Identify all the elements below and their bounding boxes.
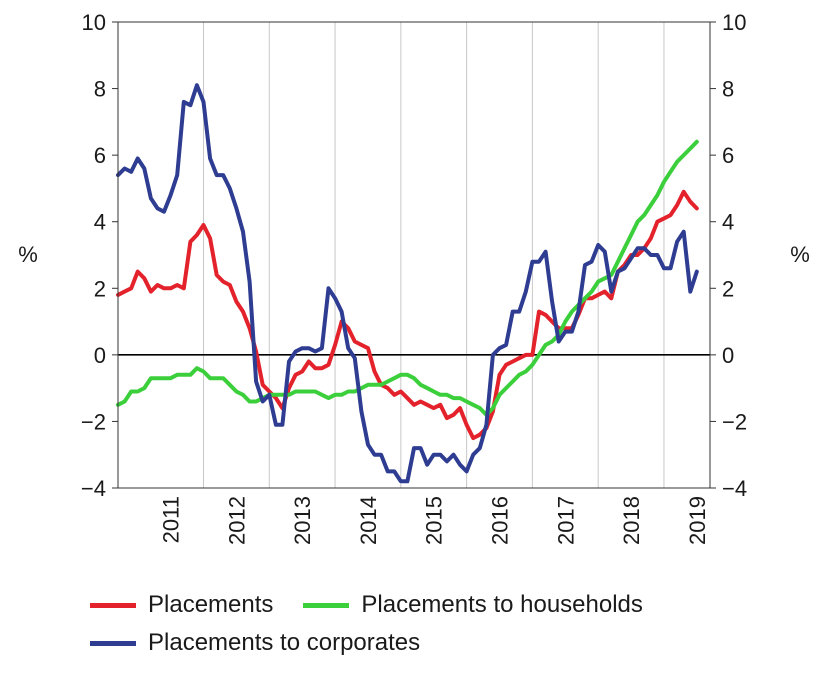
legend-item-households: Placements to households [303, 591, 643, 619]
series-line-placements-to-households [116, 139, 699, 417]
y-axis-left-unit: % [18, 242, 38, 267]
y-tick-label-left: 10 [82, 10, 106, 35]
x-tick-label-2012: 2012 [224, 496, 249, 545]
y-tick-label-left: 2 [94, 276, 106, 301]
legend-row-2: Placements to corporates [90, 624, 790, 662]
x-tick-label-2011: 2011 [159, 496, 184, 543]
series-line-placements-to-corporates [116, 83, 699, 484]
y-tick-label-right: 10 [722, 10, 746, 35]
y-tick-label-right: 4 [722, 210, 734, 235]
line-chart: 10 8 6 4 2 0 −2 −4 10 8 6 4 2 0 −2 −4 2011 2012 2013 2014… [18, 10, 810, 545]
legend-label-corporates: Placements to corporates [148, 629, 421, 656]
y-tick-label-left: 6 [94, 143, 106, 168]
x-tick-label-2017: 2017 [553, 496, 578, 545]
y-axis-left-ticks: 10 8 6 4 2 0 −2 −4 [81, 10, 118, 501]
y-tick-label-left: 4 [94, 210, 106, 235]
y-axis-right-ticks: 10 8 6 4 2 0 −2 −4 [710, 10, 747, 501]
legend-label-placements: Placements [148, 591, 274, 618]
legend-swatch-corporates [90, 640, 136, 646]
legend-item-placements: Placements [90, 591, 273, 619]
x-tick-label-2016: 2016 [488, 496, 513, 545]
y-tick-label-right: −2 [722, 409, 747, 434]
legend: Placements Placements to households Plac… [90, 586, 790, 662]
x-tick-label-2018: 2018 [619, 496, 644, 545]
y-tick-label-right: −4 [722, 476, 747, 501]
legend-label-households: Placements to households [361, 591, 643, 618]
legend-item-corporates: Placements to corporates [90, 629, 420, 657]
y-tick-label-left: 0 [94, 343, 106, 368]
y-tick-label-left: 8 [94, 77, 106, 102]
series-line-placements [116, 189, 699, 441]
x-tick-label-2019: 2019 [685, 496, 710, 545]
y-tick-label-right: 2 [722, 276, 734, 301]
y-tick-label-left: −2 [81, 409, 106, 434]
legend-swatch-households [303, 602, 350, 608]
x-tick-label-2015: 2015 [422, 496, 447, 545]
y-tick-label-right: 8 [722, 77, 734, 102]
legend-row-1: Placements Placements to households [90, 586, 790, 624]
series-lines [116, 83, 699, 484]
x-tick-label-2013: 2013 [290, 496, 315, 545]
y-axis-right-unit: % [790, 242, 810, 267]
legend-swatch-placements [90, 602, 136, 608]
plot-frame [117, 21, 711, 489]
x-tick-label-2014: 2014 [356, 496, 381, 545]
y-tick-label-right: 6 [722, 143, 734, 168]
vertical-gridlines [203, 22, 665, 488]
x-axis-ticks: 2011 2012 2013 2014 2015 2016 2017 2018 2019 [159, 496, 710, 545]
y-tick-label-left: −4 [81, 476, 106, 501]
y-tick-label-right: 0 [722, 343, 734, 368]
